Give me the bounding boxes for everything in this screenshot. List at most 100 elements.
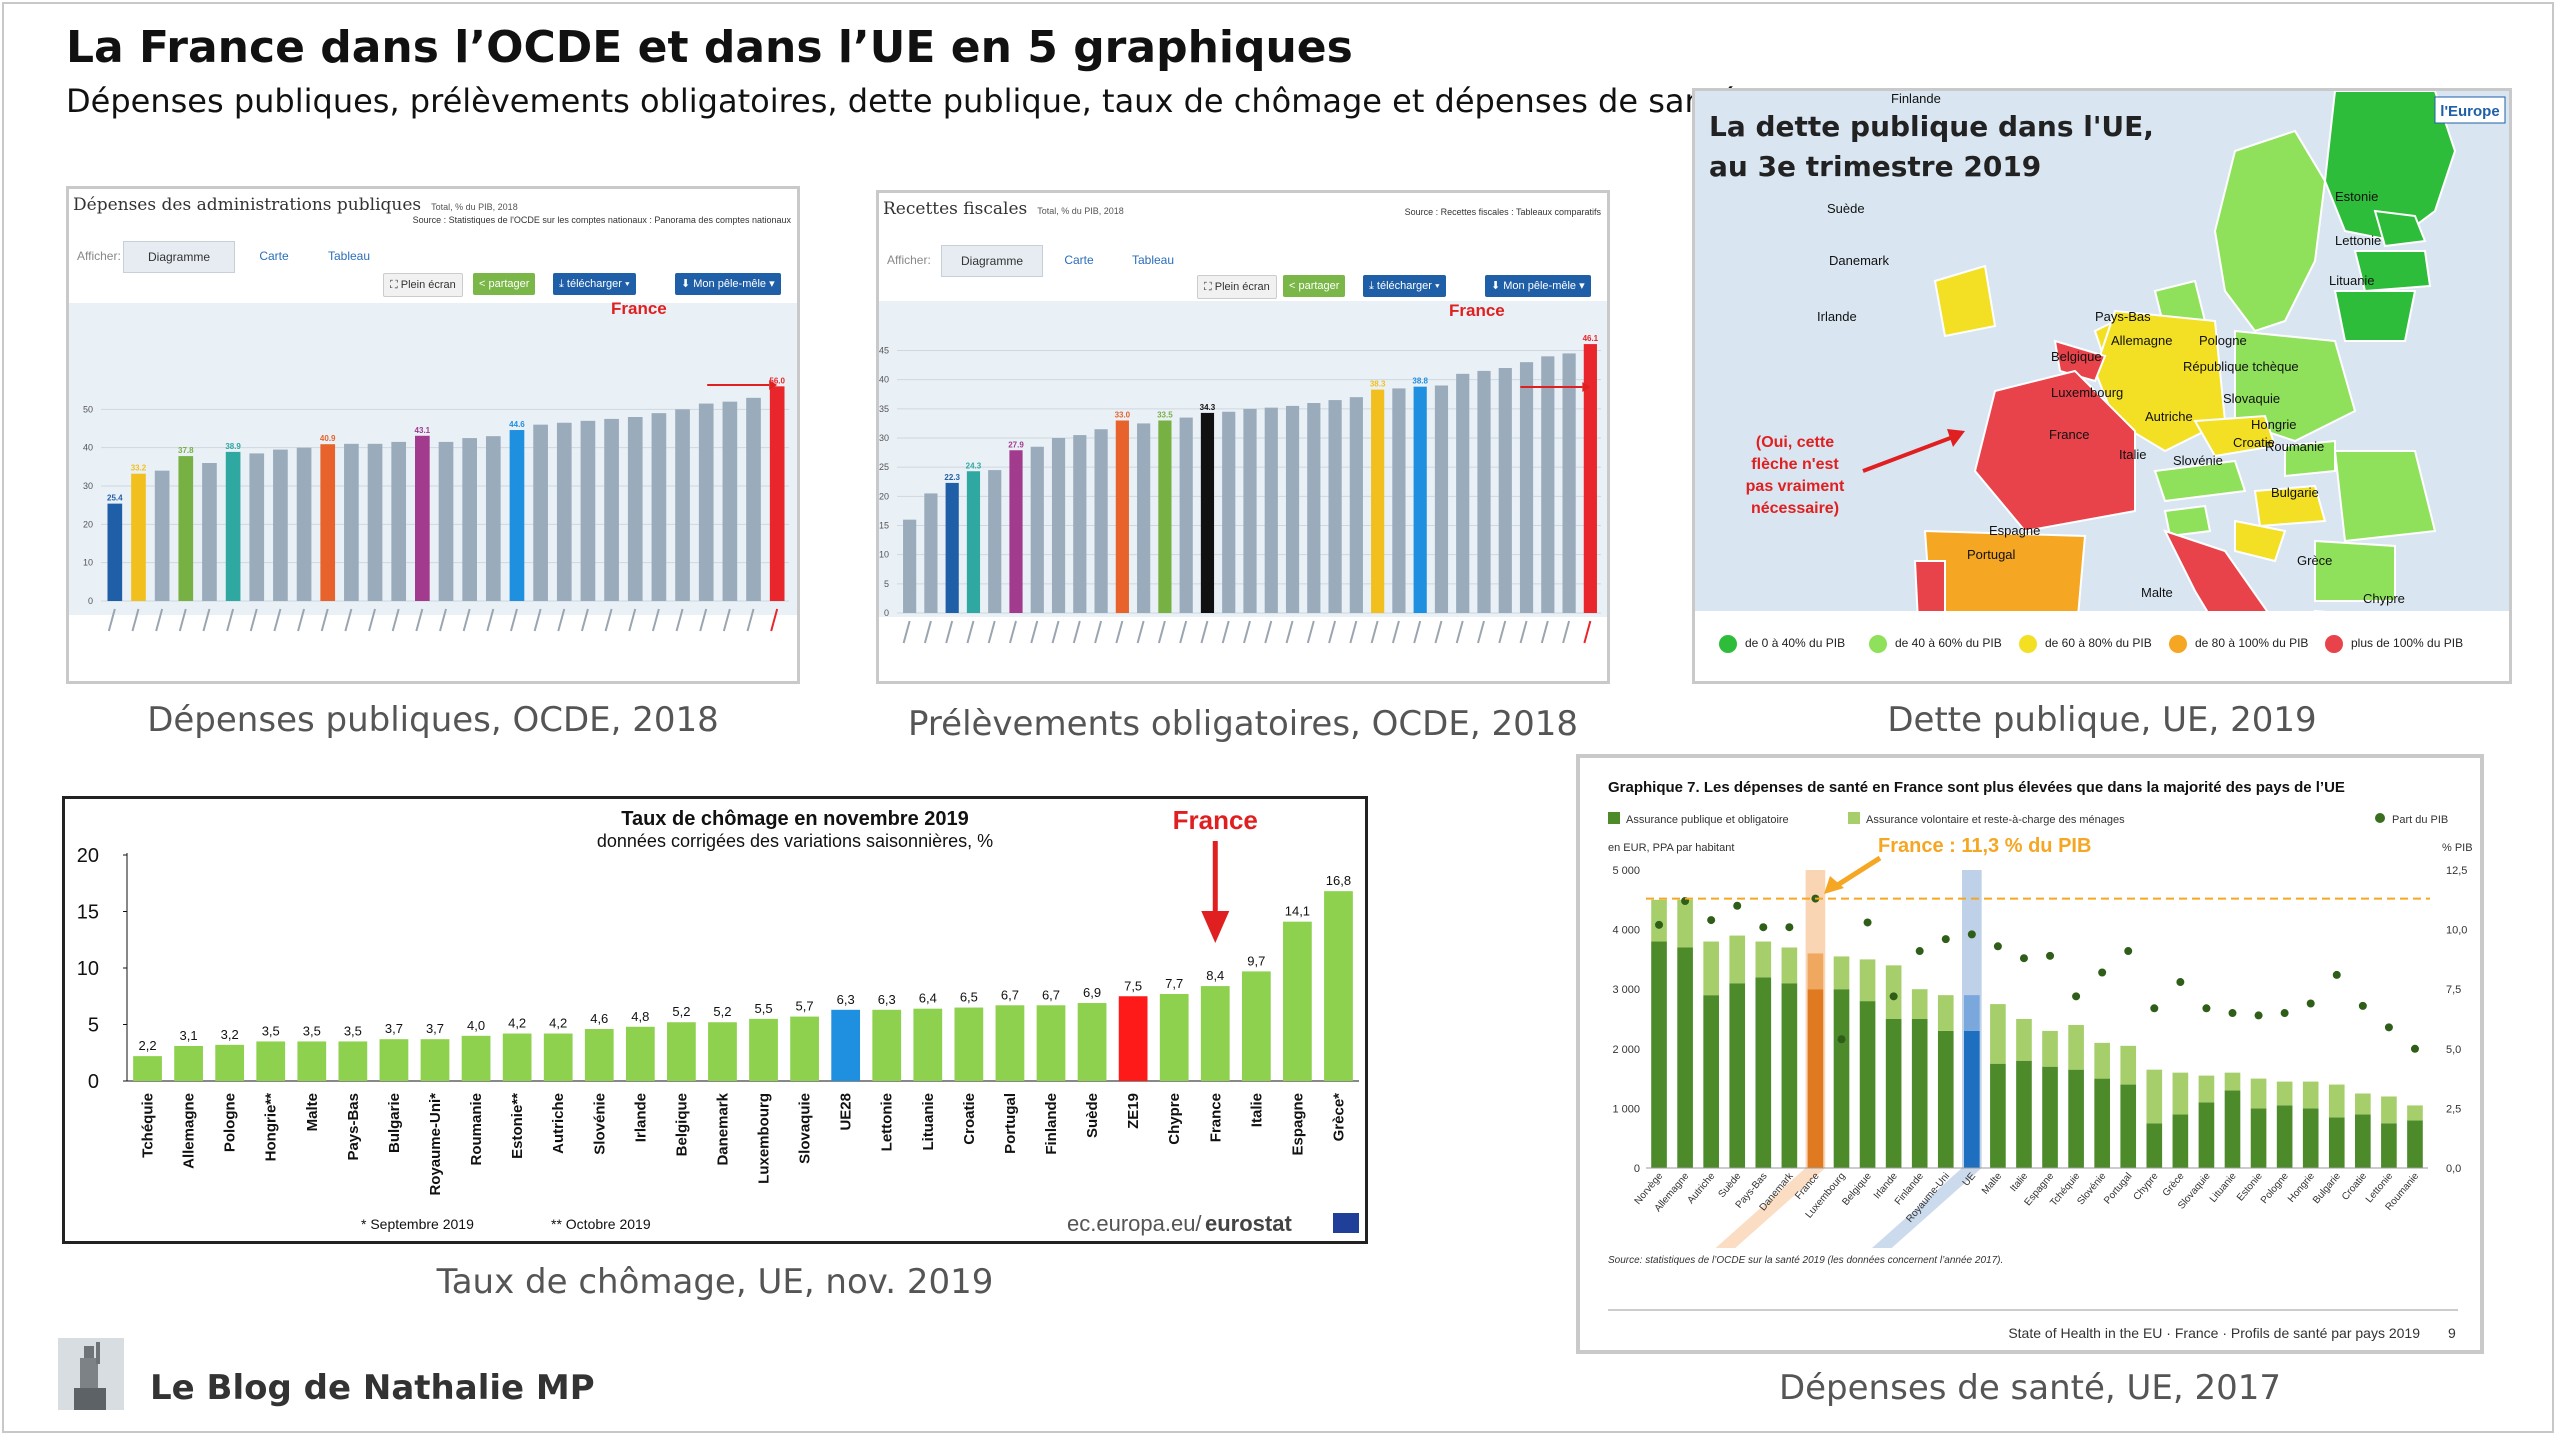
map-annotation-line: flèche n'est xyxy=(1751,456,1839,473)
share-button[interactable]: < partager xyxy=(473,273,536,295)
fullscreen-button[interactable]: ⛶ Plein écran xyxy=(383,273,463,297)
fullscreen-button[interactable]: ⛶ Plein écran xyxy=(1197,275,1277,299)
tab-carte[interactable]: Carte xyxy=(1064,253,1094,267)
x-tick-mark xyxy=(675,608,684,632)
legend-item: de 60 à 80% du PIB xyxy=(2019,635,2152,653)
x-tick-mark xyxy=(1179,620,1188,644)
tab-tableau[interactable]: Tableau xyxy=(327,249,371,263)
bar-value-label: 43.1 xyxy=(415,426,431,435)
gdp-share-point xyxy=(2019,954,2028,963)
x-tick-mark xyxy=(344,608,353,632)
x-tick-mark xyxy=(155,608,164,632)
bar xyxy=(1241,971,1271,1081)
y-axis-right-label: % PIB xyxy=(2442,842,2473,854)
y-tick-label: 7,5 xyxy=(2446,984,2461,996)
bar xyxy=(769,386,785,601)
bar xyxy=(1200,412,1215,613)
bar xyxy=(273,449,288,601)
x-tick-label: Belgique xyxy=(673,1093,690,1156)
country-shape xyxy=(2353,250,2432,293)
bar xyxy=(133,1056,162,1081)
bar xyxy=(461,1035,491,1081)
y-tick-label: 3 000 xyxy=(1612,984,1640,996)
footnote: * Septembre 2019 xyxy=(361,1216,474,1232)
map-annotation-line: (Oui, cette xyxy=(1756,434,1834,451)
tab-diagramme[interactable]: Diagramme xyxy=(941,245,1043,277)
bar-value-label: 38.8 xyxy=(1412,377,1428,386)
bar xyxy=(1371,389,1385,613)
bar xyxy=(1392,388,1406,613)
gdp-share-point xyxy=(1837,1035,1846,1044)
bar xyxy=(543,1033,573,1081)
download-button[interactable]: ⤓ télécharger ▾ xyxy=(1363,275,1446,297)
bar xyxy=(379,1039,409,1081)
x-tick-mark xyxy=(1413,620,1422,644)
tab-tableau[interactable]: Tableau xyxy=(1131,253,1175,267)
bar-public xyxy=(1859,1001,1876,1168)
pele-mele-button[interactable]: ⬇ Mon pêle-mêle ▾ xyxy=(1485,275,1591,297)
bar xyxy=(966,471,981,613)
gdp-share-point xyxy=(2124,947,2133,956)
bar xyxy=(415,435,430,601)
x-tick-label: Croatie xyxy=(961,1093,978,1145)
gdp-share-point xyxy=(2228,1009,2237,1018)
bar-public xyxy=(1990,1063,2006,1168)
bar xyxy=(533,424,548,601)
bar-value-label: 24.3 xyxy=(966,461,982,470)
x-tick-label: Chypre xyxy=(1166,1093,1183,1145)
map-annotation-line: nécessaire) xyxy=(1751,500,1839,517)
y-tick-label: 30 xyxy=(83,481,93,491)
country-label: Lituanie xyxy=(2329,273,2375,288)
x-tick-label: Portugal xyxy=(2102,1171,2134,1207)
share-button[interactable]: < partager xyxy=(1283,275,1346,297)
bar-private xyxy=(2094,1042,2110,1079)
country-label: République tchèque xyxy=(2183,359,2299,374)
bar xyxy=(913,1008,943,1081)
bar xyxy=(1519,362,1534,613)
x-tick-mark xyxy=(226,608,235,632)
x-tick-mark xyxy=(628,608,637,632)
x-tick-label: Luxembourg xyxy=(756,1093,773,1184)
bar-value-label: 6,7 xyxy=(1001,987,1019,1002)
bar xyxy=(154,470,170,601)
chart-title: Graphique 7. Les dépenses de santé en Fr… xyxy=(1608,779,2345,796)
x-tick-mark xyxy=(1221,620,1230,644)
france-annotation: France xyxy=(1449,301,1505,320)
x-tick-mark xyxy=(1391,620,1400,644)
bar-private xyxy=(2198,1075,2215,1103)
bar-value-label: 6,3 xyxy=(837,992,855,1007)
pele-mele-button[interactable]: ⬇ Mon pêle-mêle ▾ xyxy=(675,273,781,295)
x-tick-label: Slovénie xyxy=(591,1093,608,1155)
country-shape xyxy=(2284,439,2336,478)
x-tick-mark xyxy=(722,608,731,632)
bar-public xyxy=(1964,1030,1980,1168)
arrow-head-icon xyxy=(1582,382,1591,392)
bar xyxy=(1036,1005,1066,1081)
tab-diagramme[interactable]: Diagramme xyxy=(123,241,235,273)
y-tick-label: 10 xyxy=(77,958,99,980)
legend-item: de 80 à 100% du PIB xyxy=(2169,635,2308,653)
x-tick-mark xyxy=(1264,620,1273,644)
bar-value-label: 3,7 xyxy=(426,1021,444,1036)
x-tick-label: Autriche xyxy=(1685,1171,1717,1207)
highlight-band xyxy=(1872,1168,1982,1248)
bar-value-label: 2,2 xyxy=(138,1038,156,1053)
tab-carte[interactable]: Carte xyxy=(259,249,289,263)
country-label: Lettonie xyxy=(2335,233,2381,248)
x-tick-mark xyxy=(249,608,258,632)
arrow-head-icon xyxy=(769,380,778,390)
y-tick-label: 0 xyxy=(88,1071,99,1093)
bar-public xyxy=(2302,1108,2319,1168)
bar-value-label: 3,1 xyxy=(180,1028,198,1043)
x-tick-label: Autriche xyxy=(550,1093,567,1154)
gdp-share-point xyxy=(2176,978,2185,987)
x-tick-mark xyxy=(1498,620,1507,644)
download-button[interactable]: ⤓ télécharger ▾ xyxy=(553,273,636,295)
bar xyxy=(872,1009,902,1081)
country-shape xyxy=(2333,450,2437,543)
x-tick-label: UE28 xyxy=(838,1093,855,1131)
bar xyxy=(1115,420,1129,613)
bar-public xyxy=(1885,1019,1902,1168)
bar-value-label: 33.2 xyxy=(131,464,147,473)
x-tick-label: Pologne xyxy=(222,1093,239,1152)
